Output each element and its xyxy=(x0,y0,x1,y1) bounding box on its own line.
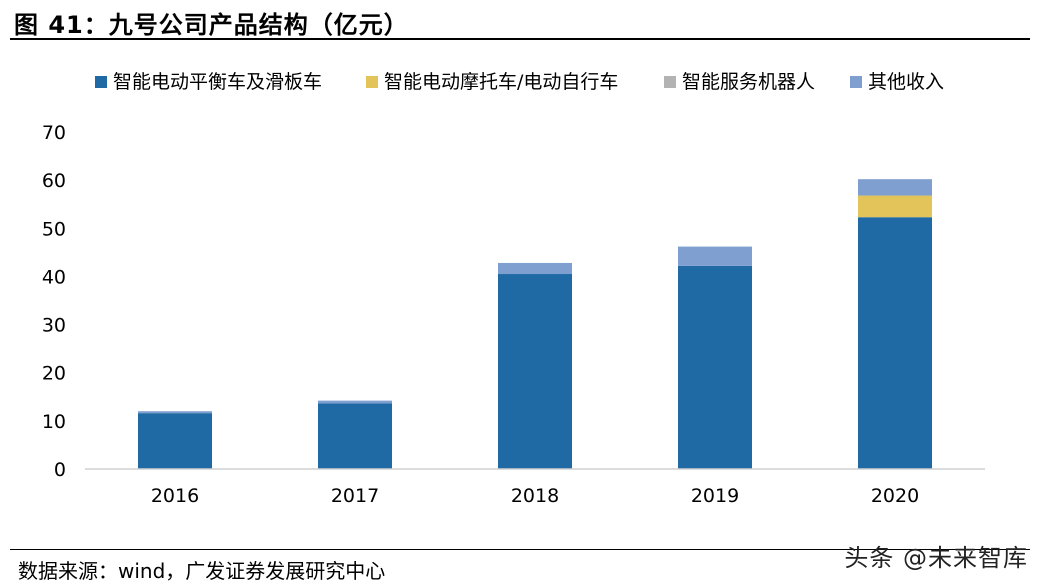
bar-segment xyxy=(318,403,392,469)
y-tick-label: 0 xyxy=(54,459,66,481)
y-tick-label: 30 xyxy=(42,315,66,337)
legend-swatch xyxy=(366,76,378,88)
x-tick-label: 2019 xyxy=(691,485,739,507)
y-tick-label: 60 xyxy=(42,170,66,192)
y-tick-label: 20 xyxy=(42,363,66,385)
watermark: 头条 @未来智库 xyxy=(844,544,1028,572)
x-tick-label: 2016 xyxy=(151,485,199,507)
legend-label: 其他收入 xyxy=(868,71,944,93)
legend-label: 智能电动摩托车/电动自行车 xyxy=(384,71,618,93)
x-axis: 2016 2017 2018 2019 2020 xyxy=(151,485,919,507)
stacked-bar-chart: 智能电动平衡车及滑板车 智能电动摩托车/电动自行车 智能服务机器人 其他收入 0 10 2… xyxy=(42,71,985,507)
bar-segment xyxy=(858,195,932,218)
x-tick-label: 2017 xyxy=(331,485,379,507)
bars xyxy=(138,179,932,469)
bar-segment xyxy=(498,262,572,275)
source-divider xyxy=(10,549,1030,550)
chart-title: 图 41：九号公司产品结构（亿元） xyxy=(14,11,409,39)
legend-swatch xyxy=(95,76,107,88)
legend-swatch xyxy=(850,76,862,88)
title-divider xyxy=(10,38,1030,40)
y-tick-label: 50 xyxy=(42,218,66,240)
bar-segment xyxy=(138,411,212,414)
bar-segment xyxy=(858,179,932,196)
legend-label: 智能服务机器人 xyxy=(682,71,815,93)
y-tick-label: 10 xyxy=(42,411,66,433)
y-axis: 0 10 20 30 40 50 60 70 xyxy=(42,122,66,481)
bar-segment xyxy=(678,265,752,469)
bar-segment xyxy=(678,246,752,266)
legend-swatch xyxy=(664,76,676,88)
x-tick-label: 2020 xyxy=(871,485,919,507)
y-tick-label: 40 xyxy=(42,266,66,288)
bar-segment xyxy=(858,217,932,469)
source-note: 数据来源：wind，广发证券发展研究中心 xyxy=(18,559,386,583)
y-tick-label: 70 xyxy=(42,122,66,144)
x-tick-label: 2018 xyxy=(511,485,559,507)
bar-segment xyxy=(318,400,392,404)
legend: 智能电动平衡车及滑板车 智能电动摩托车/电动自行车 智能服务机器人 其他收入 xyxy=(95,71,944,93)
bar-segment xyxy=(138,413,212,469)
legend-label: 智能电动平衡车及滑板车 xyxy=(113,71,322,93)
bar-segment xyxy=(498,274,572,469)
